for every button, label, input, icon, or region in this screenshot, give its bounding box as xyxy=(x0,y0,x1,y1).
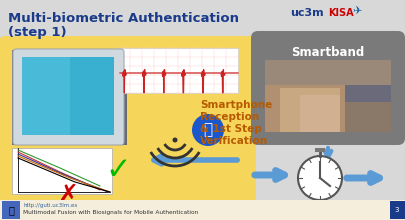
FancyArrowPatch shape xyxy=(325,148,331,158)
Bar xyxy=(265,60,391,132)
Text: ✗: ✗ xyxy=(58,183,79,207)
FancyBboxPatch shape xyxy=(16,52,120,141)
Text: uc3m: uc3m xyxy=(290,8,324,18)
Text: Multimodal Fusion with Biosignals for Mobile Authentication: Multimodal Fusion with Biosignals for Mo… xyxy=(23,210,198,215)
Bar xyxy=(265,60,391,132)
Bar xyxy=(280,88,340,132)
Text: Verification: Verification xyxy=(200,136,268,146)
Bar xyxy=(265,60,391,85)
Text: KISA: KISA xyxy=(328,8,354,18)
FancyBboxPatch shape xyxy=(0,36,256,206)
Text: TIME SLOT FOR
VERIFICATION: TIME SLOT FOR VERIFICATION xyxy=(295,205,361,220)
Circle shape xyxy=(173,138,177,143)
FancyBboxPatch shape xyxy=(251,31,405,145)
Text: Smartphone: Smartphone xyxy=(200,100,272,110)
Bar xyxy=(12,148,112,194)
Text: Smartband: Smartband xyxy=(291,46,364,59)
FancyArrowPatch shape xyxy=(255,170,284,180)
Bar xyxy=(2,201,20,219)
Text: 🔑: 🔑 xyxy=(8,205,14,215)
Text: ✈: ✈ xyxy=(352,6,361,16)
Text: ✓: ✓ xyxy=(105,156,131,185)
Bar xyxy=(12,50,127,145)
Bar xyxy=(24,60,112,132)
Bar xyxy=(0,200,405,220)
Bar xyxy=(390,201,405,219)
FancyArrowPatch shape xyxy=(154,156,237,164)
Bar xyxy=(300,95,340,132)
Bar xyxy=(118,48,238,93)
Bar xyxy=(345,60,391,102)
Circle shape xyxy=(192,114,224,146)
Text: http://guti.uc3lm.es: http://guti.uc3lm.es xyxy=(23,203,77,208)
FancyArrowPatch shape xyxy=(347,174,379,182)
Text: & 1st Step: & 1st Step xyxy=(200,124,262,134)
Bar xyxy=(12,50,127,145)
Bar xyxy=(315,148,325,152)
FancyBboxPatch shape xyxy=(13,49,124,145)
Bar xyxy=(265,80,345,132)
Text: 3: 3 xyxy=(395,207,399,213)
Text: Multi-biometric Authentication: Multi-biometric Authentication xyxy=(8,12,239,25)
Bar xyxy=(22,57,114,135)
Text: (step 1): (step 1) xyxy=(8,26,67,39)
Bar xyxy=(24,60,68,132)
Text: ᛒ: ᛒ xyxy=(203,123,213,138)
Bar xyxy=(22,57,70,135)
Circle shape xyxy=(298,156,342,200)
Text: Reception: Reception xyxy=(200,112,259,122)
